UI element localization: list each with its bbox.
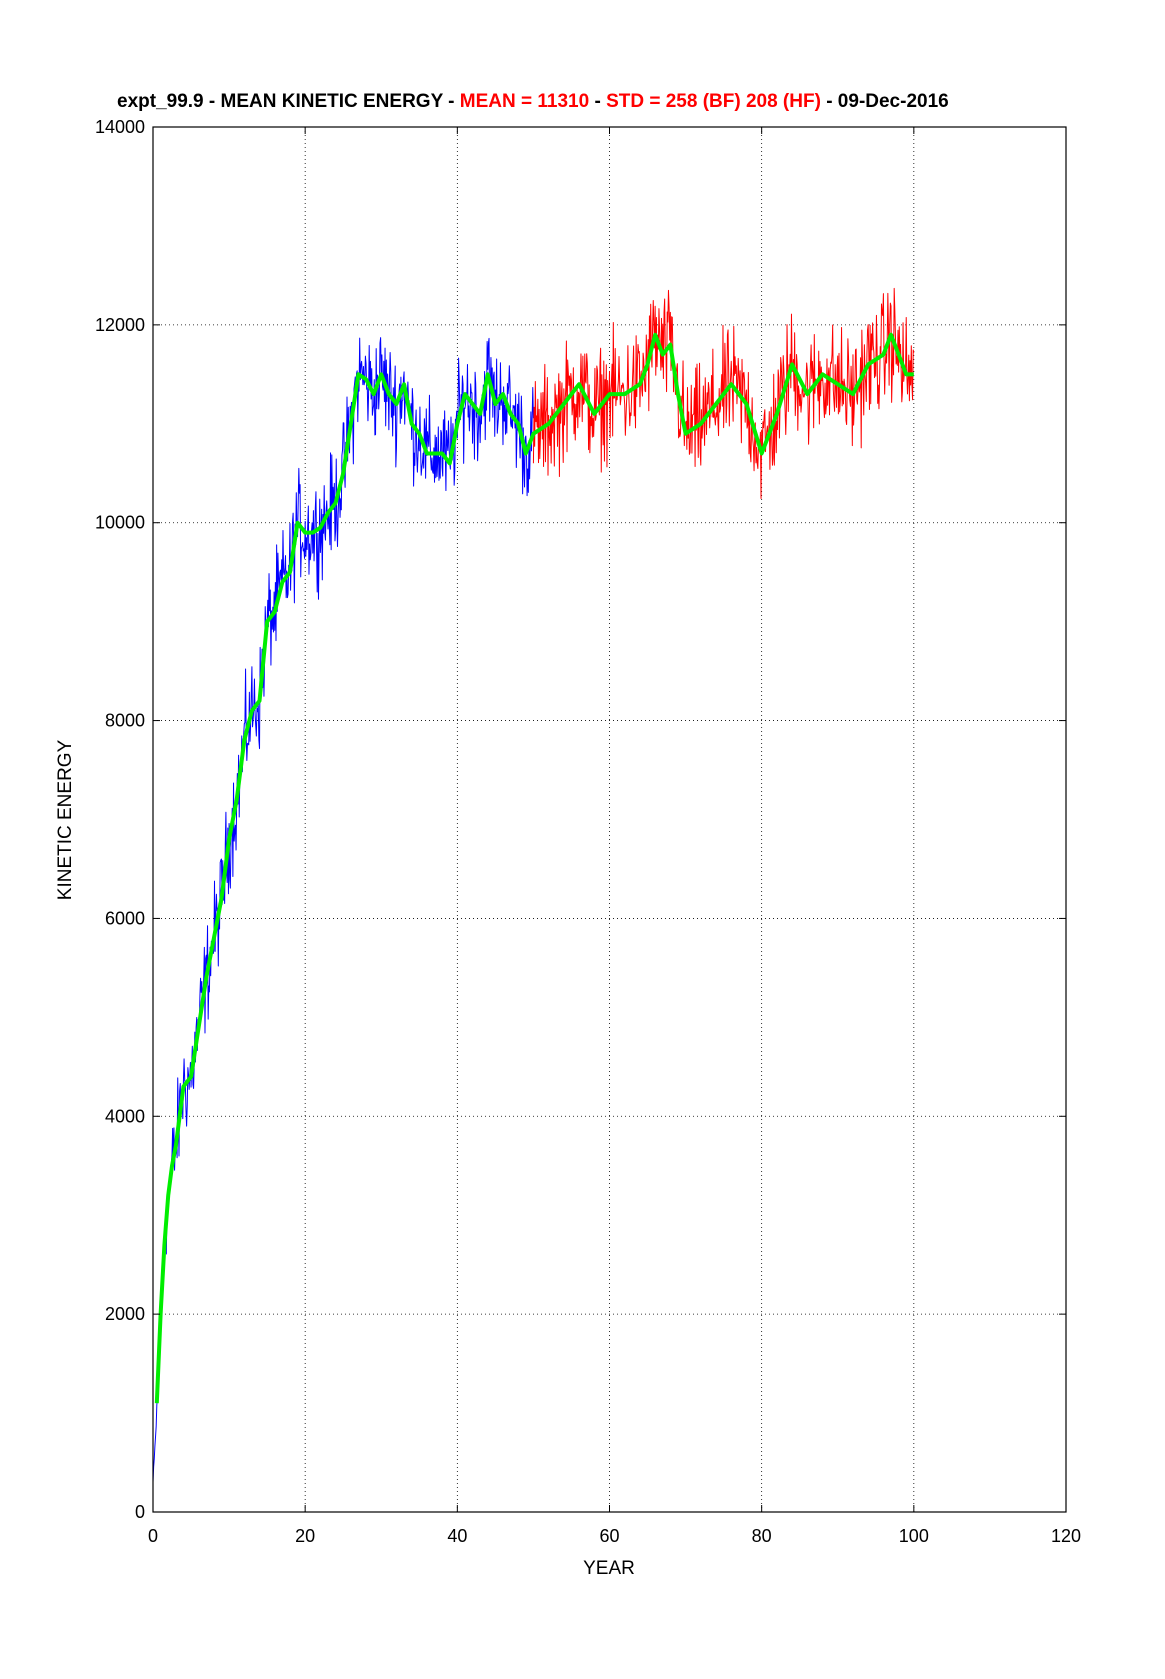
series-line-0 [152, 337, 534, 1483]
series-layer [152, 287, 915, 1483]
x-tick-label: 60 [599, 1526, 619, 1546]
y-tick-label: 6000 [105, 908, 145, 928]
x-tick-label: 0 [148, 1526, 158, 1546]
title-part-1: MEAN = 11310 [460, 91, 589, 112]
title-part-0: expt_99.9 - MEAN KINETIC ENERGY - [117, 91, 460, 112]
y-tick-label: 8000 [105, 711, 145, 731]
series-line-2 [154, 332, 914, 1404]
x-tick-label: 40 [447, 1526, 467, 1546]
x-tick-label: 80 [752, 1526, 772, 1546]
x-tick-label: 20 [295, 1526, 315, 1546]
y-axis-label: KINETIC ENERGY [55, 739, 76, 900]
axis-ticks: 0 20 40 60 80 100 120 0 2000 4000 6000 8000 10000 120… [95, 117, 1081, 1546]
y-tick-label: 14000 [95, 117, 145, 137]
title-part-2: - [589, 91, 606, 112]
y-tick-label: 10000 [95, 513, 145, 533]
title-part-3: STD = 258 (BF) 208 (HF) [606, 91, 821, 112]
chart-title: expt_99.9 - MEAN KINETIC ENERGY - MEAN =… [117, 91, 949, 112]
y-tick-label: 2000 [105, 1304, 145, 1324]
y-tick-label: 4000 [105, 1106, 145, 1126]
title-part-4: - 09-Dec-2016 [821, 91, 949, 112]
y-tick-label: 12000 [95, 315, 145, 335]
grid-lines [153, 127, 1066, 1512]
x-tick-label: 120 [1051, 1526, 1081, 1546]
x-tick-label: 100 [899, 1526, 929, 1546]
x-axis-label: YEAR [583, 1558, 635, 1579]
y-tick-label: 0 [135, 1502, 145, 1522]
series-line-1 [532, 287, 915, 499]
